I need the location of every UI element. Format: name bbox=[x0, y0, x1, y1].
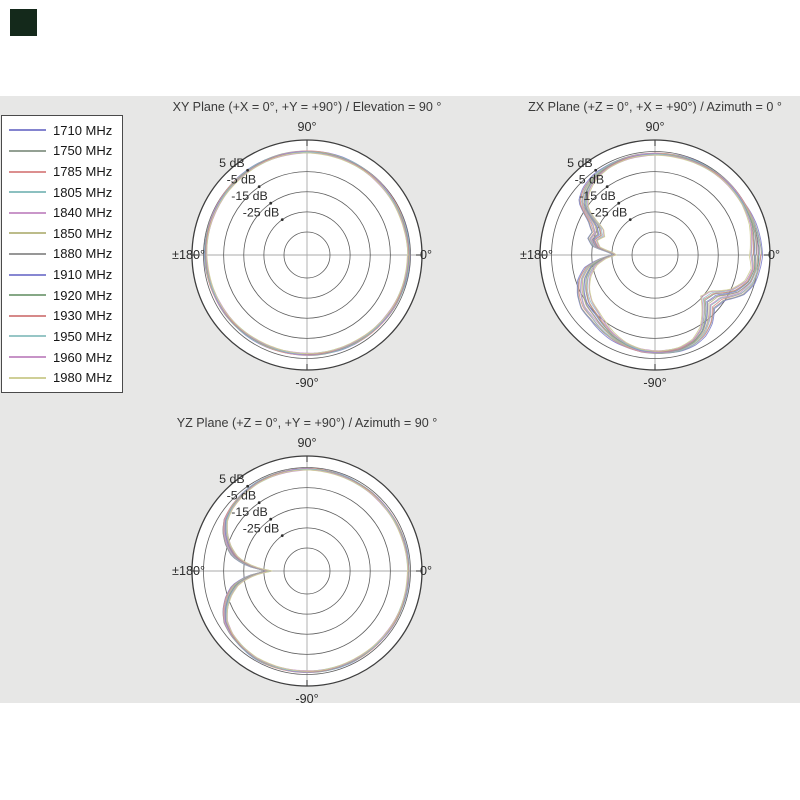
plot-title-yz: YZ Plane (+Z = 0°, +Y = +90°) / Azimuth … bbox=[176, 416, 438, 430]
polar-chart-xy: 5 dB -5 dB -15 dB -25 dB 90° -90° 0° ±180° bbox=[172, 120, 432, 390]
legend-line-sample bbox=[9, 232, 46, 235]
legend-item: 1930 MHz bbox=[2, 306, 122, 325]
legend-line-sample bbox=[9, 273, 46, 276]
legend-line-sample bbox=[9, 129, 46, 132]
legend-label: 1930 MHz bbox=[53, 308, 113, 324]
polar-chart-yz: 5 dB -5 dB -15 dB -25 dB 90° -90° 0° ±180° bbox=[172, 436, 432, 706]
ring-label: -15 dB bbox=[579, 189, 616, 203]
legend-label: 1910 MHz bbox=[53, 267, 113, 283]
plot-title-xy: XY Plane (+X = 0°, +Y = +90°) / Elevatio… bbox=[172, 100, 442, 114]
polar-plot-zx-plane: ZX Plane (+Z = 0°, +X = +90°) / Azimuth … bbox=[510, 100, 800, 400]
angle-label-90: 90° bbox=[297, 436, 316, 450]
ring-label: -5 dB bbox=[227, 173, 257, 187]
legend-item: 1960 MHz bbox=[2, 348, 122, 367]
angle-label-90: 90° bbox=[645, 120, 664, 134]
legend-label: 1805 MHz bbox=[53, 184, 113, 200]
angle-label-minus-90: -90° bbox=[295, 692, 318, 706]
legend-item: 1785 MHz bbox=[2, 162, 122, 181]
legend-item: 1710 MHz bbox=[2, 121, 122, 140]
angle-label-90: 90° bbox=[297, 120, 316, 134]
legend-line-sample bbox=[9, 294, 46, 297]
legend-item: 1910 MHz bbox=[2, 265, 122, 284]
angle-label-minus-90: -90° bbox=[643, 376, 666, 390]
legend-line-sample bbox=[9, 149, 46, 152]
legend-item: 1880 MHz bbox=[2, 244, 122, 263]
ring-label: -25 dB bbox=[591, 206, 628, 220]
legend-label: 1960 MHz bbox=[53, 349, 113, 365]
legend-line-sample bbox=[9, 252, 46, 255]
legend-item: 1750 MHz bbox=[2, 141, 122, 160]
angle-label-180: ±180° bbox=[172, 248, 205, 262]
ring-label: 5 dB bbox=[567, 156, 593, 170]
legend-line-sample bbox=[9, 211, 46, 214]
ring-label: -5 dB bbox=[227, 489, 257, 503]
legend-label: 1840 MHz bbox=[53, 205, 113, 221]
polar-plot-xy-plane: XY Plane (+X = 0°, +Y = +90°) / Elevatio… bbox=[162, 100, 452, 400]
legend-item: 1805 MHz bbox=[2, 183, 122, 202]
trace-1980-mhz bbox=[226, 469, 409, 672]
legend-label: 1880 MHz bbox=[53, 246, 113, 262]
angle-label-0: 0° bbox=[768, 248, 780, 262]
ring-label: -15 dB bbox=[231, 505, 268, 519]
legend-item: 1840 MHz bbox=[2, 203, 122, 222]
angle-label-180: ±180° bbox=[520, 248, 553, 262]
ring-label: -25 dB bbox=[243, 522, 280, 536]
legend-item: 1980 MHz bbox=[2, 368, 122, 387]
legend-label: 1785 MHz bbox=[53, 164, 113, 180]
legend-label: 1750 MHz bbox=[53, 143, 113, 159]
legend-item: 1920 MHz bbox=[2, 286, 122, 305]
legend-label: 1710 MHz bbox=[53, 122, 113, 138]
trace-1980-mhz bbox=[587, 154, 752, 352]
angle-label-0: 0° bbox=[420, 248, 432, 262]
legend-item: 1950 MHz bbox=[2, 327, 122, 346]
legend-line-sample bbox=[9, 314, 46, 317]
legend-line-sample bbox=[9, 170, 46, 173]
ring-label: 5 dB bbox=[219, 156, 245, 170]
ring-label: -25 dB bbox=[243, 206, 280, 220]
legend-label: 1920 MHz bbox=[53, 287, 113, 303]
ring-label: 5 dB bbox=[219, 472, 245, 486]
frequency-legend: 1710 MHz 1750 MHz 1785 MHz 1805 MHz 1840 MHz… bbox=[1, 115, 123, 393]
legend-item: 1850 MHz bbox=[2, 224, 122, 243]
angle-label-minus-90: -90° bbox=[295, 376, 318, 390]
ring-label: -15 dB bbox=[231, 189, 268, 203]
polar-plot-yz-plane: YZ Plane (+Z = 0°, +Y = +90°) / Azimuth … bbox=[162, 416, 452, 716]
legend-line-sample bbox=[9, 191, 46, 194]
corner-color-swatch bbox=[10, 9, 37, 36]
trace-1980-mhz bbox=[206, 152, 409, 355]
angle-label-180: ±180° bbox=[172, 564, 205, 578]
legend-line-sample bbox=[9, 335, 46, 338]
ring-label: -5 dB bbox=[575, 173, 605, 187]
legend-line-sample bbox=[9, 356, 46, 358]
legend-line-sample bbox=[9, 376, 46, 379]
polar-chart-zx: 5 dB -5 dB -15 dB -25 dB 90° -90° 0° ±180° bbox=[520, 120, 780, 390]
legend-label: 1850 MHz bbox=[53, 225, 113, 241]
plot-title-zx: ZX Plane (+Z = 0°, +X = +90°) / Azimuth … bbox=[528, 100, 782, 114]
legend-label: 1950 MHz bbox=[53, 328, 113, 344]
angle-label-0: 0° bbox=[420, 564, 432, 578]
legend-label: 1980 MHz bbox=[53, 370, 113, 386]
